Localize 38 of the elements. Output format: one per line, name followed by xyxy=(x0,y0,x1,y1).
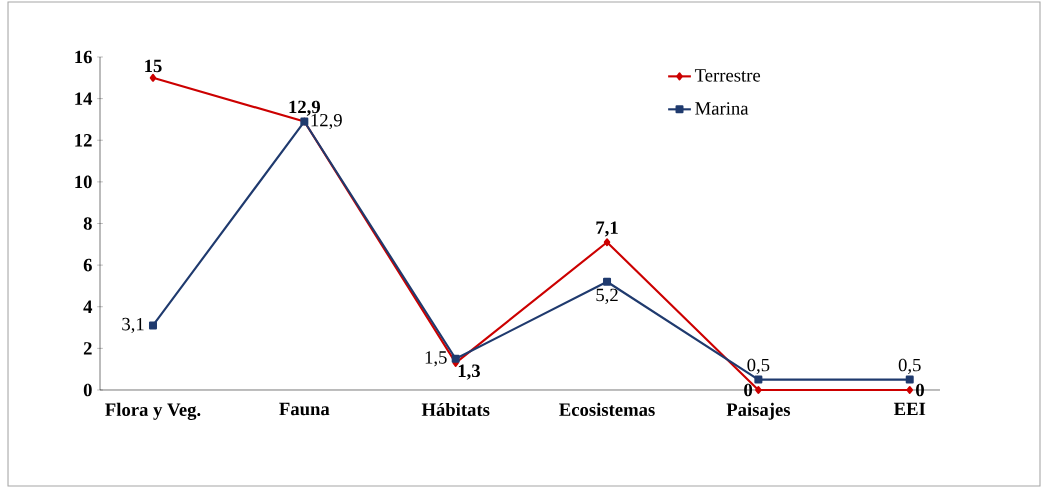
point xyxy=(149,73,157,82)
data-label: 1,5 xyxy=(425,351,447,367)
data-label: 12,9 xyxy=(289,100,320,116)
y-tick-label: 2 xyxy=(83,342,92,355)
legend-label: Terrestre xyxy=(694,69,761,82)
data-label: 12,9 xyxy=(311,113,342,130)
y-tick-label: 8 xyxy=(83,217,92,230)
point xyxy=(451,354,460,363)
x-tick-label: Paisajes xyxy=(726,402,791,420)
point xyxy=(754,375,763,384)
x-tick-label: Fauna xyxy=(279,402,330,416)
x-tick-label: Flora y Veg. xyxy=(105,402,201,420)
point xyxy=(755,385,762,394)
y-tick-label: 16 xyxy=(75,50,92,64)
point xyxy=(905,375,914,384)
data-label: 7,1 xyxy=(596,221,618,237)
point xyxy=(148,321,157,330)
data-label: 1,3 xyxy=(458,364,480,380)
point xyxy=(603,277,612,286)
x-tick-label: Hábitats xyxy=(421,402,490,417)
y-tick-label: 14 xyxy=(75,92,93,105)
data-label: 3,1 xyxy=(122,317,144,334)
y-tick-label: 0 xyxy=(83,383,92,397)
data-label: 0,5 xyxy=(898,358,921,374)
data-label: 0 xyxy=(744,383,753,397)
y-tick-label: 4 xyxy=(83,300,93,313)
x-tick-label: Ecosistemas xyxy=(559,402,655,417)
y-tick-label: 10 xyxy=(75,175,92,189)
data-label: 5,2 xyxy=(596,288,618,304)
y-tick-label: 12 xyxy=(75,134,92,147)
data-label: 15 xyxy=(145,59,162,73)
point xyxy=(906,385,913,394)
point xyxy=(603,238,611,247)
legend-label: Marina xyxy=(695,102,749,115)
x-tick-label: EEI xyxy=(893,402,926,416)
data-label: 0 xyxy=(916,383,924,397)
data-label: 0,5 xyxy=(747,358,770,374)
y-tick-label: 6 xyxy=(83,258,92,272)
